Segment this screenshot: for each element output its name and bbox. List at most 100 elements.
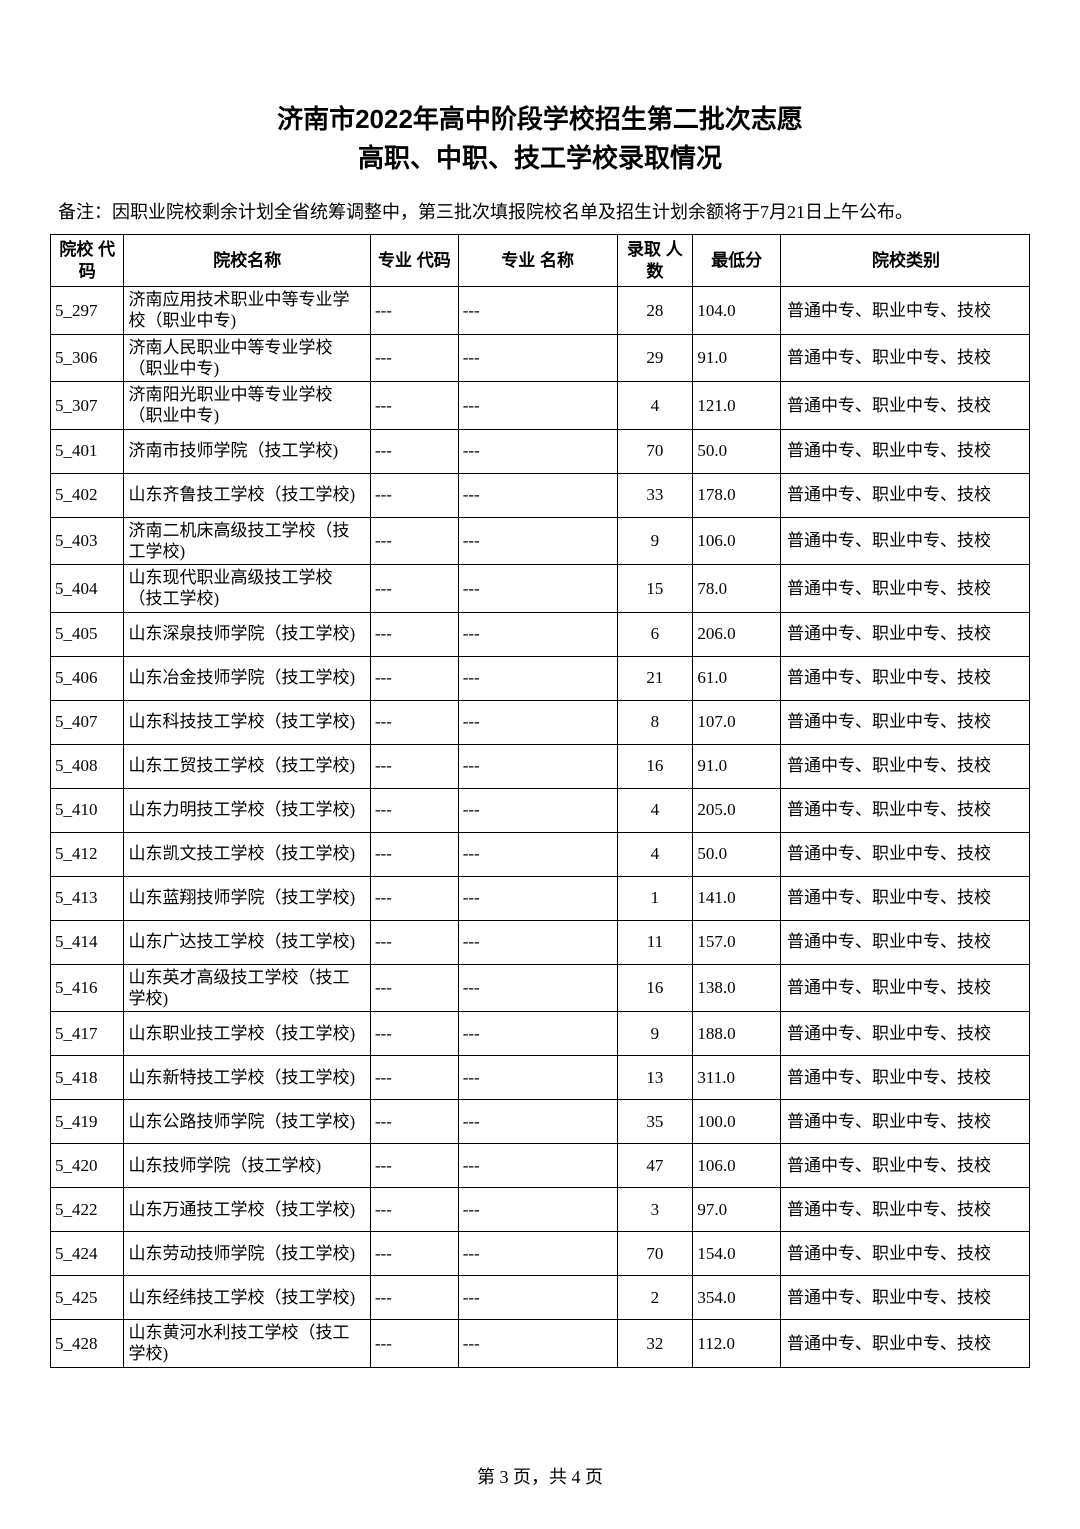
- cell-score: 138.0: [693, 964, 781, 1012]
- page-footer: 第 3 页，共 4 页: [50, 1463, 1030, 1489]
- cell-major-name: ---: [458, 656, 617, 700]
- table-row: 5_413山东蓝翔技师学院（技工学校)------1141.0普通中专、职业中专…: [51, 876, 1030, 920]
- cell-score: 154.0: [693, 1232, 781, 1276]
- cell-count: 32: [617, 1320, 693, 1368]
- cell-code: 5_306: [51, 334, 124, 382]
- cell-name: 山东科技技工学校（技工学校): [124, 700, 371, 744]
- cell-major-name: ---: [458, 517, 617, 565]
- cell-major-code: ---: [370, 832, 458, 876]
- cell-score: 354.0: [693, 1276, 781, 1320]
- cell-major-code: ---: [370, 788, 458, 832]
- cell-major-name: ---: [458, 429, 617, 473]
- cell-name: 山东英才高级技工学校（技工学校): [124, 964, 371, 1012]
- table-row: 5_404山东现代职业高级技工学校（技工学校)------1578.0普通中专、…: [51, 565, 1030, 613]
- cell-score: 121.0: [693, 382, 781, 430]
- cell-major-name: ---: [458, 788, 617, 832]
- cell-major-name: ---: [458, 1188, 617, 1232]
- table-row: 5_307济南阳光职业中等专业学校（职业中专)------4121.0普通中专、…: [51, 382, 1030, 430]
- cell-count: 8: [617, 700, 693, 744]
- cell-major-code: ---: [370, 1056, 458, 1100]
- cell-major-code: ---: [370, 744, 458, 788]
- admission-table: 院校 代码 院校名称 专业 代码 专业 名称 录取 人数 最低分 院校类别 5_…: [50, 234, 1030, 1368]
- cell-count: 29: [617, 334, 693, 382]
- cell-category: 普通中专、职业中专、技校: [781, 1320, 1030, 1368]
- cell-score: 107.0: [693, 700, 781, 744]
- table-header-row: 院校 代码 院校名称 专业 代码 专业 名称 录取 人数 最低分 院校类别: [51, 235, 1030, 287]
- cell-name: 山东万通技工学校（技工学校): [124, 1188, 371, 1232]
- cell-count: 1: [617, 876, 693, 920]
- cell-count: 4: [617, 788, 693, 832]
- cell-major-name: ---: [458, 1100, 617, 1144]
- cell-code: 5_404: [51, 565, 124, 613]
- cell-score: 100.0: [693, 1100, 781, 1144]
- cell-major-name: ---: [458, 334, 617, 382]
- cell-score: 104.0: [693, 287, 781, 335]
- cell-count: 33: [617, 473, 693, 517]
- cell-name: 山东凯文技工学校（技工学校): [124, 832, 371, 876]
- cell-major-name: ---: [458, 287, 617, 335]
- cell-code: 5_414: [51, 920, 124, 964]
- cell-name: 济南应用技术职业中等专业学校（职业中专): [124, 287, 371, 335]
- cell-major-name: ---: [458, 832, 617, 876]
- cell-name: 山东深泉技师学院（技工学校): [124, 612, 371, 656]
- cell-major-code: ---: [370, 473, 458, 517]
- cell-count: 70: [617, 429, 693, 473]
- cell-name: 济南阳光职业中等专业学校（职业中专): [124, 382, 371, 430]
- cell-score: 157.0: [693, 920, 781, 964]
- cell-score: 311.0: [693, 1056, 781, 1100]
- cell-major-name: ---: [458, 1144, 617, 1188]
- cell-major-code: ---: [370, 287, 458, 335]
- cell-count: 9: [617, 517, 693, 565]
- cell-category: 普通中专、职业中专、技校: [781, 788, 1030, 832]
- cell-name: 山东现代职业高级技工学校（技工学校): [124, 565, 371, 613]
- cell-score: 50.0: [693, 832, 781, 876]
- cell-name: 山东黄河水利技工学校（技工学校): [124, 1320, 371, 1368]
- cell-category: 普通中专、职业中专、技校: [781, 700, 1030, 744]
- cell-score: 78.0: [693, 565, 781, 613]
- cell-major-name: ---: [458, 382, 617, 430]
- cell-code: 5_422: [51, 1188, 124, 1232]
- note-text: 备注：因职业院校剩余计划全省统筹调整中，第三批次填报院校名单及招生计划余额将于7…: [50, 198, 1030, 224]
- table-row: 5_410山东力明技工学校（技工学校)------4205.0普通中专、职业中专…: [51, 788, 1030, 832]
- cell-category: 普通中专、职业中专、技校: [781, 1100, 1030, 1144]
- cell-major-name: ---: [458, 920, 617, 964]
- cell-name: 济南市技师学院（技工学校): [124, 429, 371, 473]
- table-row: 5_406山东冶金技师学院（技工学校)------2161.0普通中专、职业中专…: [51, 656, 1030, 700]
- cell-score: 50.0: [693, 429, 781, 473]
- cell-score: 106.0: [693, 1144, 781, 1188]
- cell-category: 普通中专、职业中专、技校: [781, 1232, 1030, 1276]
- page-title-block: 济南市2022年高中阶段学校招生第二批次志愿 高职、中职、技工学校录取情况: [50, 100, 1030, 178]
- cell-category: 普通中专、职业中专、技校: [781, 429, 1030, 473]
- cell-code: 5_418: [51, 1056, 124, 1100]
- cell-major-code: ---: [370, 700, 458, 744]
- cell-name: 山东公路技师学院（技工学校): [124, 1100, 371, 1144]
- cell-count: 4: [617, 382, 693, 430]
- cell-code: 5_424: [51, 1232, 124, 1276]
- cell-category: 普通中专、职业中专、技校: [781, 832, 1030, 876]
- cell-major-code: ---: [370, 1188, 458, 1232]
- cell-name: 山东新特技工学校（技工学校): [124, 1056, 371, 1100]
- cell-score: 141.0: [693, 876, 781, 920]
- cell-category: 普通中专、职业中专、技校: [781, 473, 1030, 517]
- cell-category: 普通中专、职业中专、技校: [781, 612, 1030, 656]
- cell-code: 5_407: [51, 700, 124, 744]
- cell-code: 5_402: [51, 473, 124, 517]
- cell-score: 91.0: [693, 744, 781, 788]
- cell-major-code: ---: [370, 876, 458, 920]
- table-row: 5_405山东深泉技师学院（技工学校)------6206.0普通中专、职业中专…: [51, 612, 1030, 656]
- cell-major-code: ---: [370, 964, 458, 1012]
- cell-category: 普通中专、职业中专、技校: [781, 565, 1030, 613]
- table-row: 5_428山东黄河水利技工学校（技工学校)------32112.0普通中专、职…: [51, 1320, 1030, 1368]
- col-header-category: 院校类别: [781, 235, 1030, 287]
- col-header-major-code: 专业 代码: [370, 235, 458, 287]
- cell-major-name: ---: [458, 612, 617, 656]
- table-row: 5_425山东经纬技工学校（技工学校)------2354.0普通中专、职业中专…: [51, 1276, 1030, 1320]
- cell-name: 山东齐鲁技工学校（技工学校): [124, 473, 371, 517]
- cell-code: 5_419: [51, 1100, 124, 1144]
- cell-major-code: ---: [370, 1320, 458, 1368]
- cell-major-name: ---: [458, 1056, 617, 1100]
- col-header-name: 院校名称: [124, 235, 371, 287]
- table-row: 5_402山东齐鲁技工学校（技工学校)------33178.0普通中专、职业中…: [51, 473, 1030, 517]
- table-row: 5_297济南应用技术职业中等专业学校（职业中专)------28104.0普通…: [51, 287, 1030, 335]
- cell-count: 21: [617, 656, 693, 700]
